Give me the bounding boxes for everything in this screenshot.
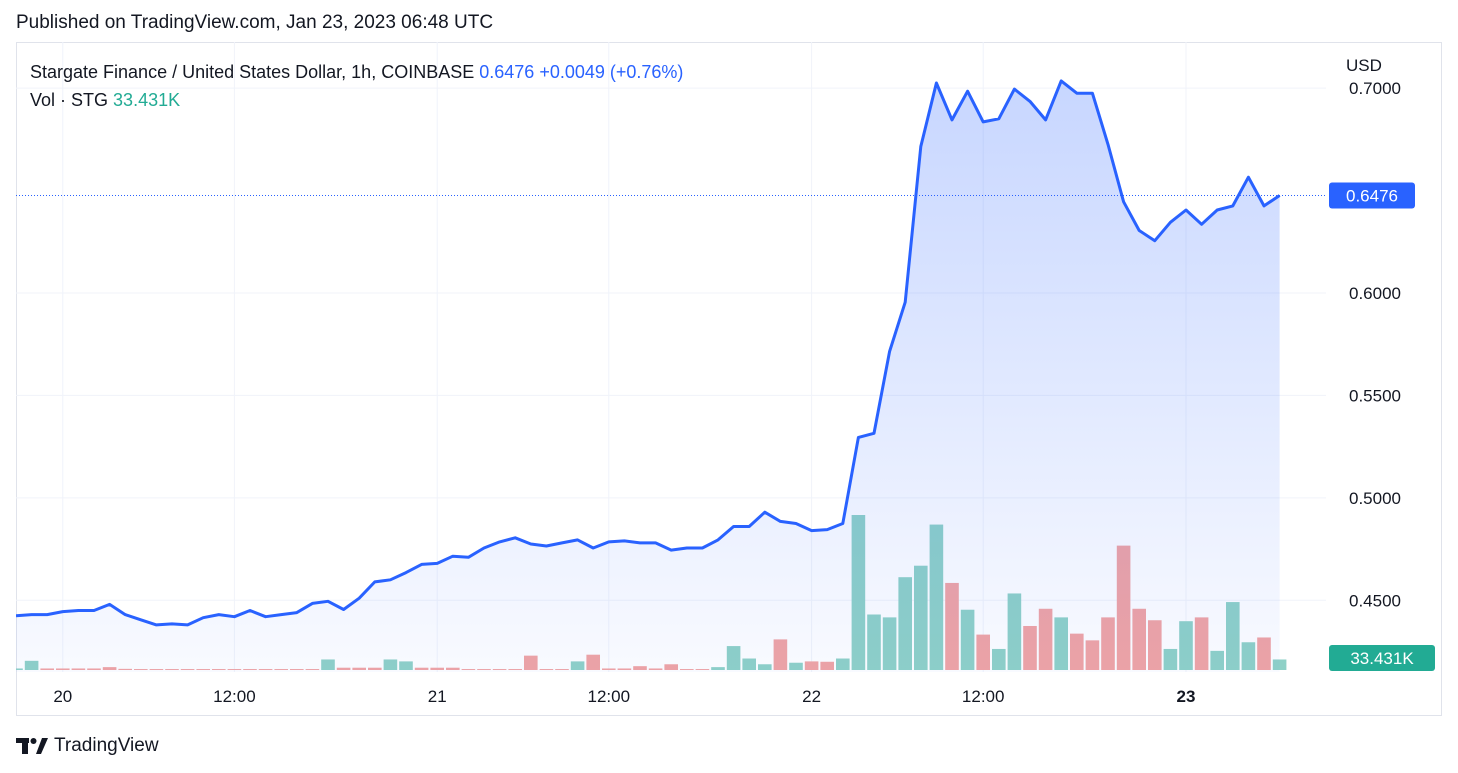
x-tick-label: 12:00 — [962, 687, 1005, 706]
price-change-value: +0.0049 (+0.76%) — [539, 62, 684, 82]
last-price-badge — [1329, 182, 1415, 209]
published-caption: Published on TradingView.com, Jan 23, 20… — [16, 12, 494, 33]
axis-badges: 0.6476 33.431K — [1329, 182, 1435, 671]
chart-legend: Stargate Finance / United States Dollar,… — [30, 58, 683, 114]
legend-price-row: Stargate Finance / United States Dollar,… — [30, 58, 683, 86]
last-price-value: 0.6476 — [479, 62, 535, 82]
x-tick-label: 12:00 — [588, 687, 631, 706]
x-tick-label: 20 — [53, 687, 72, 706]
price-area — [16, 79, 1281, 672]
x-tick-label: 12:00 — [213, 687, 256, 706]
legend-volume-row: Vol · STG 33.431K — [30, 86, 683, 114]
volume-value: 33.431K — [113, 90, 181, 110]
y-tick-label: 0.5000 — [1349, 489, 1401, 508]
tradingview-logo-icon[interactable] — [16, 737, 48, 755]
last-volume-badge-text: 33.431K — [1350, 649, 1414, 668]
price-area-fill — [16, 80, 1280, 672]
chart-frame — [16, 42, 1442, 716]
y-tick-label: 0.7000 — [1349, 79, 1401, 98]
volume-bar — [1272, 659, 1287, 670]
y-tick-label: 0.5500 — [1349, 386, 1401, 405]
currency-label: USD — [1346, 56, 1382, 75]
y-tick-label: 0.4500 — [1349, 591, 1401, 610]
price-line — [16, 79, 1281, 627]
symbol-label[interactable]: Stargate Finance / United States Dollar,… — [30, 62, 475, 82]
footer: TradingView — [16, 733, 159, 759]
y-tick-label: 0.6000 — [1349, 284, 1401, 303]
x-axis: 20 12:00 21 12:00 22 12:00 23 — [53, 687, 1195, 706]
x-tick-label: 22 — [802, 687, 821, 706]
x-tick-label: 21 — [428, 687, 447, 706]
brand-name[interactable]: TradingView — [54, 735, 159, 756]
y-axis: USD 0.7000 0.6000 0.5500 0.5000 0.4500 — [1346, 56, 1401, 610]
x-tick-label: 23 — [1177, 687, 1196, 706]
last-volume-badge — [1329, 645, 1435, 671]
last-price-badge-text: 0.6476 — [1346, 186, 1398, 205]
price-chart[interactable]: USD 0.7000 0.6000 0.5500 0.5000 0.4500 20 12:… — [16, 42, 1442, 716]
volume-label[interactable]: Vol · STG — [30, 90, 109, 110]
